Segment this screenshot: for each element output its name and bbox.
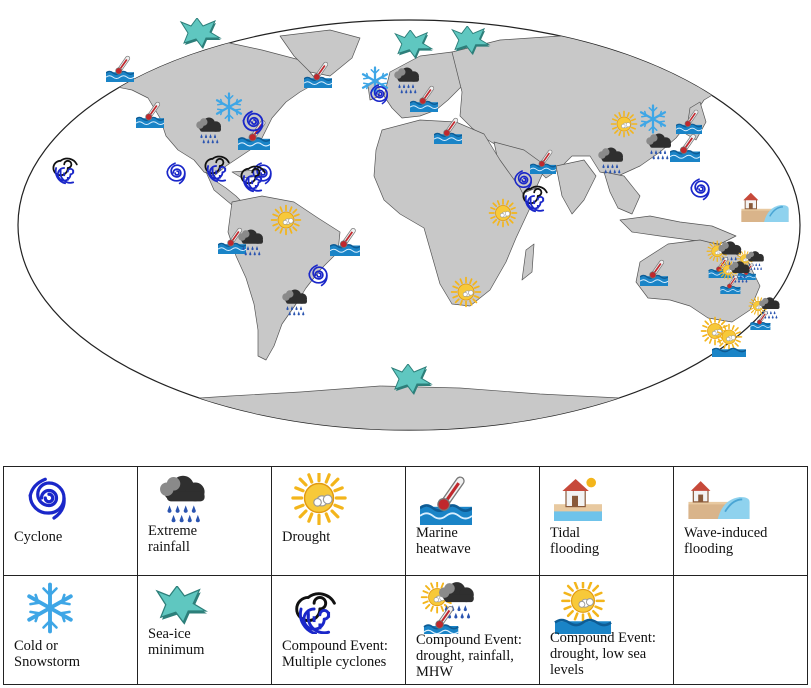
legend-label-drought: Drought [282,529,331,545]
land-india [555,159,597,215]
legend-label-cyclone: Cyclone [14,529,63,545]
legend-table: Cyclone Extreme rainfall Drought Marine … [3,466,808,685]
land-africa [373,119,531,307]
thermometer-wave-icon [420,473,472,525]
legend-cell-extreme-rainfall: Extreme rainfall [137,466,272,576]
rain-cloud-icon [160,475,205,523]
multiple-cyclones-icon [295,592,336,634]
snowflake-icon [27,582,73,634]
drought-marker [610,110,638,138]
legend-label-marine-heatwave: Marine heatwave [416,525,471,557]
wave-house-icon [688,480,750,519]
legend-label-wave-induced-flooding: Wave-induced flooding [684,525,768,557]
legend-label-multiple-cyclones: Compound Event: Multiple cyclones [282,638,388,670]
drought-marker [270,204,302,236]
drought-marker [450,276,482,308]
legend-cell-compound-drought-low-sea: Compound Event: drought, low sea levels [539,575,674,685]
legend-cell-marine-heatwave: Marine heatwave [405,466,540,576]
legend-cell-cyclone: Cyclone [3,466,138,576]
land-greenland [279,29,361,77]
legend-cell-compound-drought-rainfall-mhw: Compound Event: drought, rainfall, MHW [405,575,540,685]
cyclone-icon [28,477,66,520]
legend-cell-sea-ice-minimum: Sea-ice minimum [137,575,272,685]
legend-cell-tidal-flooding: Tidal flooding [539,466,674,576]
legend-label-compound-drought-rainfall-mhw: Compound Event: drought, rainfall, MHW [416,632,522,680]
legend-label-cold-snowstorm: Cold or Snowstorm [14,638,81,670]
legend-label-tidal-flooding: Tidal flooding [550,525,600,557]
sun-icon [291,473,347,525]
land-indonesia [619,215,737,245]
legend-cell-cold-snowstorm: Cold or Snowstorm [3,575,138,685]
drought-marker [488,198,518,228]
sea-ice-marker [180,18,222,50]
tidal-house-icon [554,477,602,521]
legend-row: Cold or Snowstorm Sea-ice minimum Compou… [3,575,808,685]
legend-cell-empty [673,575,808,685]
legend-label-extreme-rainfall: Extreme rainfall [148,523,198,555]
marine-heatwave-marker [106,54,134,82]
land-madagascar [521,243,535,281]
world-map [17,18,801,431]
compound-drought-rain-mhw-icon [420,582,482,634]
legend-label-compound-drought-low-sea: Compound Event: drought, low sea levels [550,630,656,678]
land-north-america [95,41,319,177]
legend-cell-wave-induced-flooding: Wave-induced flooding [673,466,808,576]
legend-label-sea-ice-minimum: Sea-ice minimum [148,626,205,658]
land-australia [635,239,761,323]
legend-cell-multiple-cyclones: Compound Event: Multiple cyclones [271,575,406,685]
legend-cell-drought: Drought [271,466,406,576]
compound-drought-low-sea-icon [554,582,616,634]
land-southeast-asia [603,171,641,215]
legend-row: Cyclone Extreme rainfall Drought Marine … [3,466,808,576]
